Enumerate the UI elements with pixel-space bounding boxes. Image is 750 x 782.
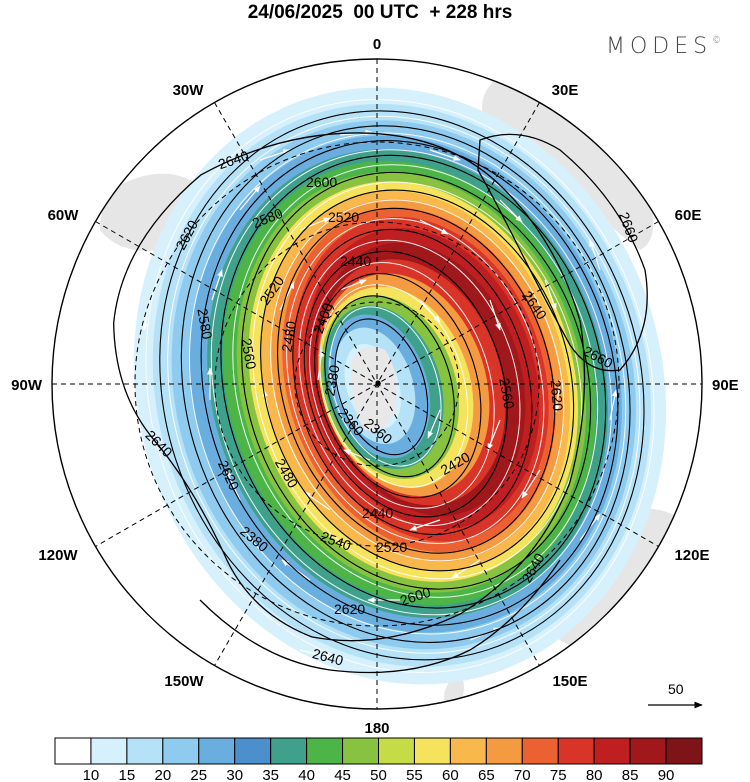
- colorbar-swatch: [485, 737, 523, 765]
- lon-label-60w: 60W: [48, 207, 80, 224]
- colorbar-tick-label: 25: [190, 767, 207, 782]
- colorbar-tick-label: 45: [334, 767, 351, 782]
- colorbar-swatch: [126, 737, 164, 765]
- lon-label-150w: 150W: [164, 673, 204, 690]
- map-disk: [52, 59, 702, 709]
- lon-label-150e: 150E: [552, 673, 587, 690]
- longitude-labels: 0 180 90W 90E 30W 30E 60W 60E 120W 120E …: [11, 36, 739, 737]
- lon-label-120w: 120W: [38, 547, 78, 564]
- contour-labels: 2640 2600 2520 2620 2580 2440 2660 2640 …: [142, 147, 641, 668]
- lon-label-30w: 30W: [173, 82, 205, 99]
- lon-label-120e: 120E: [674, 547, 709, 564]
- lon-label-180: 180: [364, 720, 389, 737]
- colorbar-swatch: [665, 737, 703, 765]
- contour-label: 2380: [321, 363, 342, 397]
- colorbar-swatch: [629, 737, 667, 765]
- contour-label: 2480: [278, 320, 299, 354]
- map-boundary: [51, 58, 703, 710]
- reference-vector: 50: [648, 681, 703, 709]
- reference-vector-label: 50: [668, 681, 684, 697]
- lon-label-30e: 30E: [552, 82, 579, 99]
- copyright-mark: ©: [712, 36, 722, 46]
- colorbar-tick-label: 80: [586, 767, 603, 782]
- wind-speed-shading: [133, 87, 667, 685]
- lon-label-90w: 90W: [11, 377, 43, 394]
- contour-label: 2640: [311, 645, 345, 669]
- lon-label-0: 0: [373, 36, 381, 53]
- contour-label: 2600: [306, 174, 337, 190]
- contour-label: 2620: [334, 601, 365, 617]
- lon-label-60e: 60E: [675, 207, 702, 224]
- contour-label: 2440: [362, 505, 393, 521]
- height-contours-inner: [159, 110, 645, 661]
- antarctica-land: [351, 346, 397, 431]
- brand-text: MODES: [606, 34, 713, 59]
- colorbar-tick-label: 65: [478, 767, 495, 782]
- colorbar-tick-label: 55: [406, 767, 423, 782]
- colorbar-tick-label: 75: [550, 767, 567, 782]
- colorbar-swatch: [198, 737, 236, 765]
- contour-label: 2440: [340, 253, 371, 269]
- wind-streamlines: [145, 99, 655, 673]
- colorbar-tick-label: 40: [298, 767, 315, 782]
- colorbar-swatch: [306, 737, 344, 765]
- colorbar-swatch: [521, 737, 559, 765]
- contour-label: 2580: [194, 307, 215, 341]
- colorbar-tick-label: 15: [119, 767, 136, 782]
- colorbar-tick-label: 10: [83, 767, 100, 782]
- lon-label-90e: 90E: [712, 377, 739, 394]
- colorbar-tick-label: 90: [658, 767, 675, 782]
- colorbar-tick-label: 35: [262, 767, 279, 782]
- colorbar-swatch: [90, 737, 128, 765]
- contour-label: 2520: [376, 539, 407, 555]
- africa-land: [482, 74, 654, 250]
- contour-2640-outer: [113, 132, 586, 642]
- chart-title: 24/06/2025 00 UTC + 228 hrs: [247, 2, 513, 23]
- colorbar-swatch: [270, 737, 308, 765]
- colorbar-tick-label: 85: [622, 767, 639, 782]
- colorbar-swatch: [162, 737, 200, 765]
- colorbar-swatch: [593, 737, 631, 765]
- colorbar: 10 15 20 25 30 35 40 45 50 55 60 65 70 75 80 85 90: [54, 737, 703, 782]
- contour-2640-south: [199, 559, 561, 674]
- modes-logo: MODES©: [606, 34, 721, 59]
- colorbar-tick-label: 50: [370, 767, 387, 782]
- contour-label: 2560: [238, 337, 259, 371]
- colorbar-tick-label: 30: [226, 767, 243, 782]
- colorbar-swatch: [378, 737, 415, 765]
- contour-label: 2520: [328, 209, 359, 225]
- colorbar-swatch: [54, 737, 92, 765]
- colorbar-tick-label: 70: [514, 767, 531, 782]
- contour-label: 2620: [548, 379, 567, 412]
- colorbar-swatch: [342, 737, 379, 765]
- colorbar-tick-label: 20: [154, 767, 171, 782]
- colorbar-swatch: [449, 737, 487, 765]
- colorbar-swatch: [413, 737, 451, 765]
- contour-label: 2560: [496, 377, 517, 411]
- graticule: [52, 59, 702, 709]
- colorbar-tick-label: 60: [442, 767, 459, 782]
- colorbar-swatch: [557, 737, 595, 765]
- colorbar-swatch: [234, 737, 272, 765]
